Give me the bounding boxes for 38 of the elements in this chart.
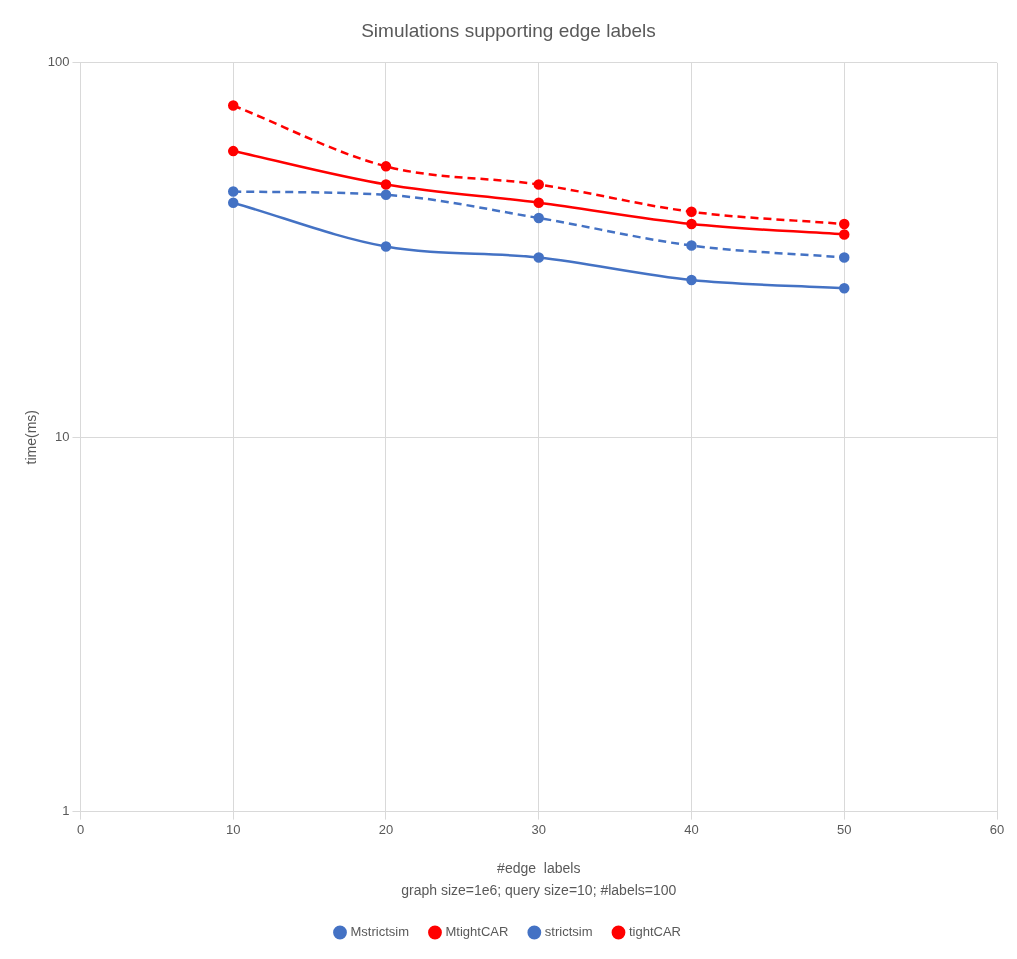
x-tick-label: 50 bbox=[837, 821, 852, 837]
point bbox=[380, 189, 392, 201]
point bbox=[380, 179, 392, 190]
legend-label: Mstrictsim bbox=[350, 924, 409, 940]
x-tick-label: 10 bbox=[226, 821, 241, 837]
point bbox=[227, 145, 239, 157]
x-axis-title: #edge labels bbox=[497, 860, 581, 877]
point bbox=[533, 179, 544, 190]
text: graph size=1e6; query size=10; #labels=100 bbox=[401, 881, 677, 898]
point bbox=[686, 240, 697, 251]
x-tick-label: 0 bbox=[76, 821, 85, 837]
x-tick-label: 20 bbox=[378, 821, 394, 837]
point bbox=[227, 100, 239, 111]
x-tick-label: 60 bbox=[989, 821, 1005, 837]
point bbox=[533, 252, 544, 263]
legend-label: MtightCAR bbox=[445, 924, 509, 940]
y-tick-label: 100 bbox=[47, 54, 70, 70]
y-tick-label: 10 bbox=[55, 428, 70, 444]
point bbox=[533, 212, 544, 224]
y-axis-title: time(ms) bbox=[23, 409, 40, 465]
point bbox=[380, 161, 392, 172]
chart-title: Simulations supporting edge labels bbox=[361, 19, 656, 41]
x-tick-label: 40 bbox=[684, 821, 699, 837]
point bbox=[686, 206, 697, 218]
point bbox=[839, 229, 850, 240]
point bbox=[839, 282, 850, 294]
point bbox=[839, 252, 850, 263]
point bbox=[686, 274, 697, 286]
point bbox=[380, 241, 392, 252]
point bbox=[227, 197, 239, 208]
point bbox=[533, 197, 544, 208]
y-tick-label: 1 bbox=[62, 803, 70, 819]
point bbox=[686, 218, 697, 230]
point bbox=[227, 186, 239, 197]
legend-label: tightCAR bbox=[628, 924, 682, 940]
legend-label: strictsim bbox=[544, 924, 593, 940]
point bbox=[839, 218, 850, 230]
x-tick-label: 30 bbox=[531, 821, 546, 837]
